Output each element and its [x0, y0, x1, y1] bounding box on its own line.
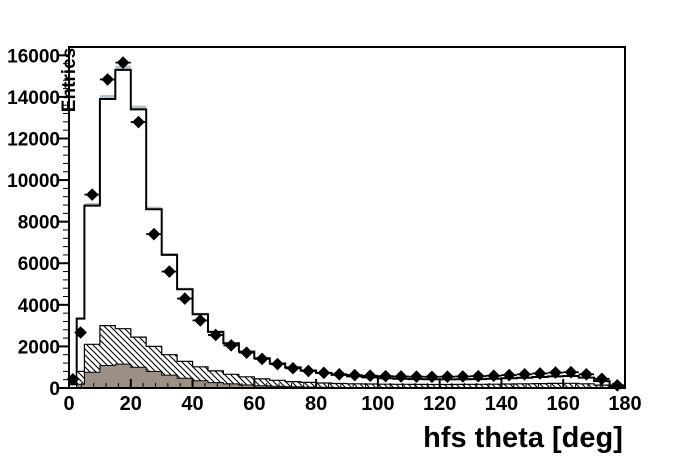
data-marker [410, 370, 423, 383]
y-tick-label: 10000 [7, 171, 60, 192]
y-tick-label: 12000 [7, 129, 60, 150]
y-tick-label: 2000 [18, 337, 60, 358]
y-tick-label: 14000 [7, 88, 60, 109]
data-marker [317, 366, 331, 380]
data-marker [163, 265, 176, 278]
y-tick-label: 8000 [18, 213, 60, 234]
x-tick-label: 180 [608, 393, 641, 415]
data-marker [456, 370, 470, 383]
data-marker [394, 370, 408, 383]
data-marker [549, 366, 562, 379]
data-marker [286, 361, 300, 375]
y-axis: 0 2000 4000 6000 8000 10000 12000 14000 16000 [7, 46, 69, 400]
x-tick-label: 120 [423, 393, 456, 415]
x-tick-label: 80 [305, 393, 327, 415]
data-marker [487, 369, 501, 383]
x-tick-label: 100 [361, 393, 394, 415]
data-marker [425, 370, 439, 384]
x-tick-label: 60 [243, 393, 265, 415]
x-axis-title: hfs theta [deg] [423, 422, 623, 454]
mc-hatched-histogram [69, 325, 626, 389]
data-marker [193, 314, 207, 327]
data-marker [209, 328, 223, 342]
data-marker [595, 372, 609, 386]
x-tick-label: 0 [63, 393, 74, 415]
x-tick-label: 160 [547, 393, 580, 415]
data-marker [564, 365, 578, 379]
data-marker [147, 227, 161, 241]
x-tick-label: 140 [485, 393, 518, 415]
data-marker [441, 370, 454, 383]
data-marker [502, 368, 516, 382]
data-marker [302, 364, 315, 378]
data-marker [101, 73, 114, 86]
data-marker [132, 115, 145, 129]
y-tick-label: 6000 [18, 254, 60, 275]
data-marker [255, 352, 269, 366]
y-tick-label: 0 [49, 379, 60, 400]
y-tick-label: 16000 [7, 46, 60, 67]
data-marker [271, 357, 284, 371]
data-marker [379, 369, 392, 383]
data-marker [178, 292, 192, 305]
data-marker [74, 326, 87, 339]
data-marker [363, 369, 377, 383]
data-marker [224, 339, 238, 352]
data-marker [332, 367, 346, 381]
data-marker [116, 56, 130, 69]
data-marker [85, 188, 99, 201]
x-axis: 0 20 40 60 80 100 120 140 160 180 [63, 379, 642, 415]
data-marker [348, 368, 362, 382]
data-marker [533, 367, 547, 380]
data-marker [518, 367, 531, 381]
data-marker [580, 367, 593, 381]
data-points [66, 56, 625, 392]
plot-frame [68, 46, 626, 389]
x-tick-label: 20 [120, 393, 142, 415]
data-marker [240, 346, 253, 359]
y-axis-title: Entries [59, 48, 80, 112]
x-tick-label: 40 [181, 393, 203, 415]
y-tick-label: 4000 [18, 296, 60, 317]
data-marker [471, 369, 485, 383]
